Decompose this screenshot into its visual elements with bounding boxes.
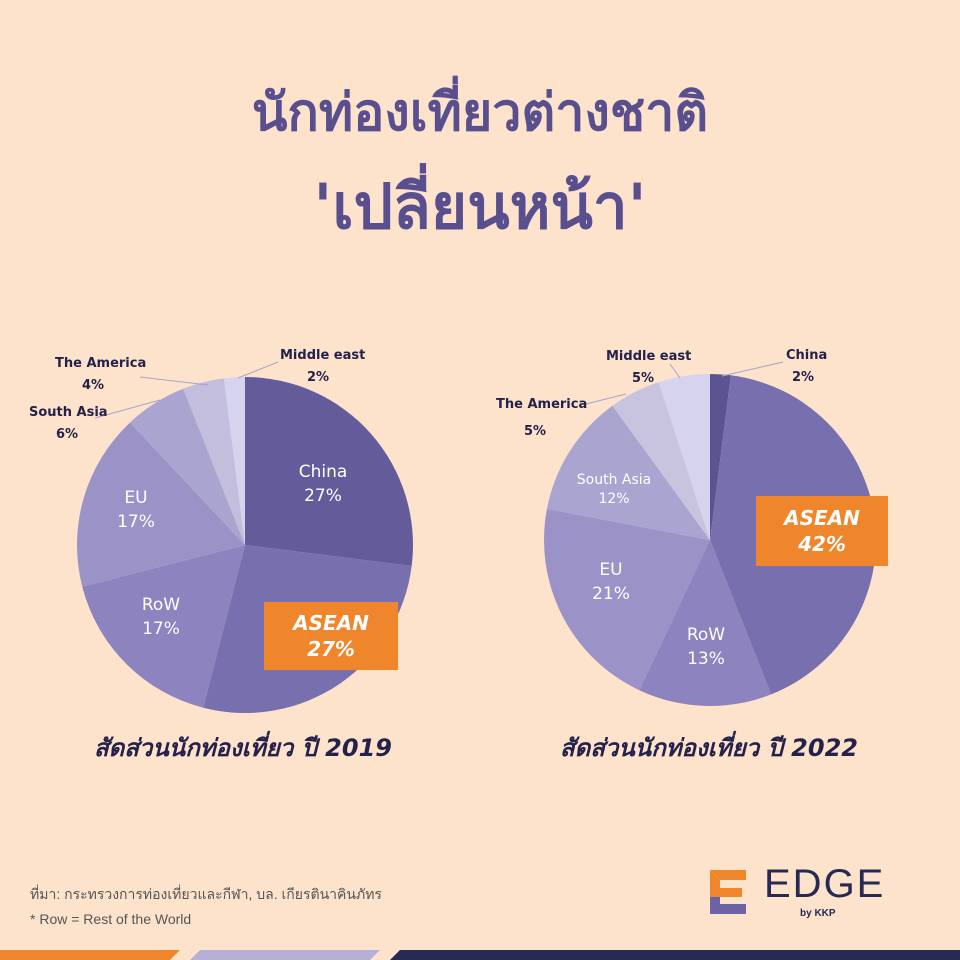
pie-slice-middle-east — [223, 377, 245, 545]
leader-line-south-asia — [94, 399, 161, 419]
pie-slice-the-america — [612, 382, 710, 540]
pie-slice-china — [245, 377, 413, 567]
source-text: ที่มา: กระทรวงการท่องเที่ยวและกีฬา, บล. … — [30, 886, 382, 902]
leader-line-the-america — [585, 393, 627, 405]
slice-label-china: China — [299, 462, 348, 482]
asean-value-2019: 27% — [307, 637, 355, 661]
slice-value-row: 13% — [687, 649, 725, 669]
slice-label-the-america: The America — [496, 397, 587, 412]
pie-slice-eu — [77, 422, 245, 587]
slice-value-eu: 17% — [117, 512, 155, 532]
slice-label-row: RoW — [687, 625, 725, 645]
slice-value-row: 17% — [142, 619, 180, 639]
asean-highlight-2019: ASEAN 27% — [264, 602, 398, 670]
logo-subtext: by KKP — [800, 908, 836, 919]
pie-slice-south-asia — [129, 388, 245, 545]
slice-label-south-asia: South Asia — [577, 472, 651, 488]
asean-value-2022: 42% — [798, 532, 846, 556]
slice-value-south-asia: 12% — [598, 491, 629, 507]
leader-line-middle-east — [669, 363, 681, 379]
slice-value-the-america: 4% — [82, 378, 104, 393]
asean-label-2019: ASEAN — [293, 611, 369, 635]
slice-label-row: RoW — [142, 595, 180, 615]
leader-line-china — [721, 361, 784, 377]
slice-value-middle-east: 5% — [632, 371, 654, 386]
pie-slice-the-america — [183, 378, 245, 545]
slice-label-middle-east: Middle east — [280, 348, 365, 363]
asean-label-2022: ASEAN — [784, 506, 860, 530]
footnote-text: * Row = Rest of the World — [30, 911, 192, 927]
slice-label-china: China — [786, 348, 827, 363]
slice-value-south-asia: 6% — [56, 427, 78, 442]
slice-value-the-america: 5% — [524, 424, 546, 439]
page-title-line-2: 'เปลี่ยนหน้า' — [313, 170, 647, 243]
pie-slice-eu — [544, 508, 710, 691]
leader-line-the-america — [139, 376, 209, 386]
slice-value-china: 2% — [792, 370, 814, 385]
leader-line-middle-east — [237, 361, 279, 379]
slice-value-middle-east: 2% — [307, 370, 329, 385]
pie-slice-china — [710, 374, 731, 540]
slice-label-the-america: The America — [55, 356, 146, 371]
slice-label-eu: EU — [124, 488, 147, 508]
chart-caption-2019: สัดส่วนนักท่องเที่ยว ปี 2019 — [94, 734, 392, 762]
slice-label-eu: EU — [599, 560, 622, 580]
chart-caption-2022: สัดส่วนนักท่องเที่ยว ปี 2022 — [560, 734, 858, 762]
pie-slice-south-asia — [546, 405, 710, 540]
slice-label-south-asia: South Asia — [29, 405, 108, 420]
page-title-line-1: นักท่องเที่ยวต่างชาติ — [251, 83, 709, 143]
slice-label-middle-east: Middle east — [606, 349, 691, 364]
bottom-stripe — [0, 950, 960, 960]
edge-logo: EDGE by KKP — [704, 862, 904, 922]
asean-highlight-2022: ASEAN 42% — [756, 496, 888, 566]
logo-wordmark: EDGE — [764, 862, 886, 906]
slice-value-eu: 21% — [592, 584, 630, 604]
pie-slice-middle-east — [658, 374, 710, 540]
pie-slice-row — [639, 540, 772, 706]
pie-slice-row — [82, 545, 245, 708]
edge-logo-icon — [710, 870, 746, 914]
slice-value-china: 27% — [304, 486, 342, 506]
